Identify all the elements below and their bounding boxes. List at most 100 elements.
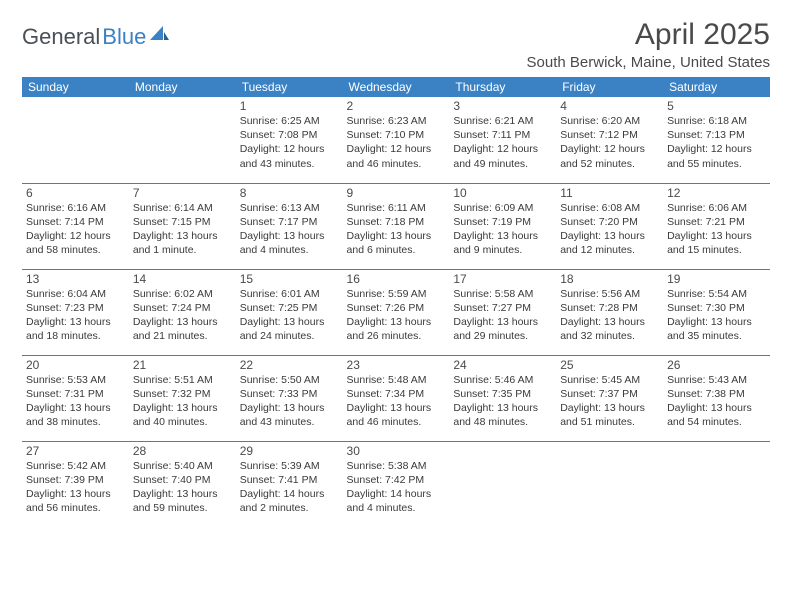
day-info: Sunrise: 5:42 AMSunset: 7:39 PMDaylight:…	[26, 459, 125, 516]
sunset-text: Sunset: 7:25 PM	[240, 301, 339, 315]
day-number: 11	[560, 186, 659, 200]
sunrise-text: Sunrise: 5:51 AM	[133, 373, 232, 387]
day-info: Sunrise: 6:21 AMSunset: 7:11 PMDaylight:…	[453, 114, 552, 171]
day-cell: 22Sunrise: 5:50 AMSunset: 7:33 PMDayligh…	[236, 355, 343, 441]
day-number: 2	[347, 99, 446, 113]
sunrise-text: Sunrise: 5:58 AM	[453, 287, 552, 301]
day-number: 29	[240, 444, 339, 458]
day-info: Sunrise: 6:06 AMSunset: 7:21 PMDaylight:…	[667, 201, 766, 258]
logo-text-general: General	[22, 24, 100, 50]
day-number: 16	[347, 272, 446, 286]
day-number: 19	[667, 272, 766, 286]
day-info: Sunrise: 6:08 AMSunset: 7:20 PMDaylight:…	[560, 201, 659, 258]
day-info: Sunrise: 6:18 AMSunset: 7:13 PMDaylight:…	[667, 114, 766, 171]
sunrise-text: Sunrise: 6:11 AM	[347, 201, 446, 215]
daylight-text: Daylight: 13 hours and 12 minutes.	[560, 229, 659, 257]
sunrise-text: Sunrise: 5:42 AM	[26, 459, 125, 473]
sunset-text: Sunset: 7:12 PM	[560, 128, 659, 142]
sunset-text: Sunset: 7:08 PM	[240, 128, 339, 142]
day-number: 23	[347, 358, 446, 372]
day-cell: 15Sunrise: 6:01 AMSunset: 7:25 PMDayligh…	[236, 269, 343, 355]
sunset-text: Sunset: 7:34 PM	[347, 387, 446, 401]
daylight-text: Daylight: 13 hours and 54 minutes.	[667, 401, 766, 429]
calendar-table: Sunday Monday Tuesday Wednesday Thursday…	[22, 77, 770, 527]
day-info: Sunrise: 5:46 AMSunset: 7:35 PMDaylight:…	[453, 373, 552, 430]
sunrise-text: Sunrise: 6:08 AM	[560, 201, 659, 215]
day-number: 8	[240, 186, 339, 200]
sunrise-text: Sunrise: 6:01 AM	[240, 287, 339, 301]
day-info: Sunrise: 5:53 AMSunset: 7:31 PMDaylight:…	[26, 373, 125, 430]
daylight-text: Daylight: 12 hours and 52 minutes.	[560, 142, 659, 170]
day-info: Sunrise: 5:45 AMSunset: 7:37 PMDaylight:…	[560, 373, 659, 430]
day-cell: 30Sunrise: 5:38 AMSunset: 7:42 PMDayligh…	[343, 441, 450, 527]
day-header: Tuesday	[236, 77, 343, 97]
day-cell: 26Sunrise: 5:43 AMSunset: 7:38 PMDayligh…	[663, 355, 770, 441]
sunset-text: Sunset: 7:26 PM	[347, 301, 446, 315]
sunrise-text: Sunrise: 5:43 AM	[667, 373, 766, 387]
day-cell: 20Sunrise: 5:53 AMSunset: 7:31 PMDayligh…	[22, 355, 129, 441]
day-cell	[556, 441, 663, 527]
day-number: 13	[26, 272, 125, 286]
day-cell: 11Sunrise: 6:08 AMSunset: 7:20 PMDayligh…	[556, 183, 663, 269]
day-number: 12	[667, 186, 766, 200]
sunrise-text: Sunrise: 5:48 AM	[347, 373, 446, 387]
daylight-text: Daylight: 13 hours and 4 minutes.	[240, 229, 339, 257]
day-cell: 24Sunrise: 5:46 AMSunset: 7:35 PMDayligh…	[449, 355, 556, 441]
day-cell: 12Sunrise: 6:06 AMSunset: 7:21 PMDayligh…	[663, 183, 770, 269]
sunrise-text: Sunrise: 5:54 AM	[667, 287, 766, 301]
daylight-text: Daylight: 13 hours and 6 minutes.	[347, 229, 446, 257]
sunset-text: Sunset: 7:32 PM	[133, 387, 232, 401]
daylight-text: Daylight: 12 hours and 43 minutes.	[240, 142, 339, 170]
month-title: April 2025	[527, 18, 770, 52]
day-info: Sunrise: 6:20 AMSunset: 7:12 PMDaylight:…	[560, 114, 659, 171]
sunrise-text: Sunrise: 5:59 AM	[347, 287, 446, 301]
daylight-text: Daylight: 13 hours and 40 minutes.	[133, 401, 232, 429]
sunrise-text: Sunrise: 5:38 AM	[347, 459, 446, 473]
day-cell	[22, 97, 129, 183]
day-number: 28	[133, 444, 232, 458]
day-number: 7	[133, 186, 232, 200]
week-row: 27Sunrise: 5:42 AMSunset: 7:39 PMDayligh…	[22, 441, 770, 527]
sunrise-text: Sunrise: 5:40 AM	[133, 459, 232, 473]
sunrise-text: Sunrise: 6:23 AM	[347, 114, 446, 128]
day-cell: 29Sunrise: 5:39 AMSunset: 7:41 PMDayligh…	[236, 441, 343, 527]
day-cell: 1Sunrise: 6:25 AMSunset: 7:08 PMDaylight…	[236, 97, 343, 183]
daylight-text: Daylight: 12 hours and 49 minutes.	[453, 142, 552, 170]
day-info: Sunrise: 5:58 AMSunset: 7:27 PMDaylight:…	[453, 287, 552, 344]
day-info: Sunrise: 5:38 AMSunset: 7:42 PMDaylight:…	[347, 459, 446, 516]
sunset-text: Sunset: 7:28 PM	[560, 301, 659, 315]
sunrise-text: Sunrise: 6:02 AM	[133, 287, 232, 301]
day-header: Thursday	[449, 77, 556, 97]
sunset-text: Sunset: 7:31 PM	[26, 387, 125, 401]
daylight-text: Daylight: 14 hours and 4 minutes.	[347, 487, 446, 515]
daylight-text: Daylight: 13 hours and 43 minutes.	[240, 401, 339, 429]
day-info: Sunrise: 6:11 AMSunset: 7:18 PMDaylight:…	[347, 201, 446, 258]
day-number: 20	[26, 358, 125, 372]
day-cell: 14Sunrise: 6:02 AMSunset: 7:24 PMDayligh…	[129, 269, 236, 355]
day-number: 21	[133, 358, 232, 372]
day-cell: 4Sunrise: 6:20 AMSunset: 7:12 PMDaylight…	[556, 97, 663, 183]
day-cell: 2Sunrise: 6:23 AMSunset: 7:10 PMDaylight…	[343, 97, 450, 183]
sunset-text: Sunset: 7:13 PM	[667, 128, 766, 142]
day-info: Sunrise: 6:16 AMSunset: 7:14 PMDaylight:…	[26, 201, 125, 258]
daylight-text: Daylight: 13 hours and 59 minutes.	[133, 487, 232, 515]
day-number: 6	[26, 186, 125, 200]
day-cell: 17Sunrise: 5:58 AMSunset: 7:27 PMDayligh…	[449, 269, 556, 355]
day-number: 9	[347, 186, 446, 200]
day-number: 15	[240, 272, 339, 286]
daylight-text: Daylight: 13 hours and 15 minutes.	[667, 229, 766, 257]
day-cell	[663, 441, 770, 527]
day-info: Sunrise: 6:25 AMSunset: 7:08 PMDaylight:…	[240, 114, 339, 171]
daylight-text: Daylight: 13 hours and 48 minutes.	[453, 401, 552, 429]
day-number: 10	[453, 186, 552, 200]
daylight-text: Daylight: 13 hours and 18 minutes.	[26, 315, 125, 343]
logo-text-blue: Blue	[102, 24, 146, 50]
day-cell: 23Sunrise: 5:48 AMSunset: 7:34 PMDayligh…	[343, 355, 450, 441]
day-cell: 16Sunrise: 5:59 AMSunset: 7:26 PMDayligh…	[343, 269, 450, 355]
day-info: Sunrise: 6:04 AMSunset: 7:23 PMDaylight:…	[26, 287, 125, 344]
day-info: Sunrise: 5:40 AMSunset: 7:40 PMDaylight:…	[133, 459, 232, 516]
day-number: 3	[453, 99, 552, 113]
day-number: 22	[240, 358, 339, 372]
daylight-text: Daylight: 14 hours and 2 minutes.	[240, 487, 339, 515]
sunset-text: Sunset: 7:15 PM	[133, 215, 232, 229]
